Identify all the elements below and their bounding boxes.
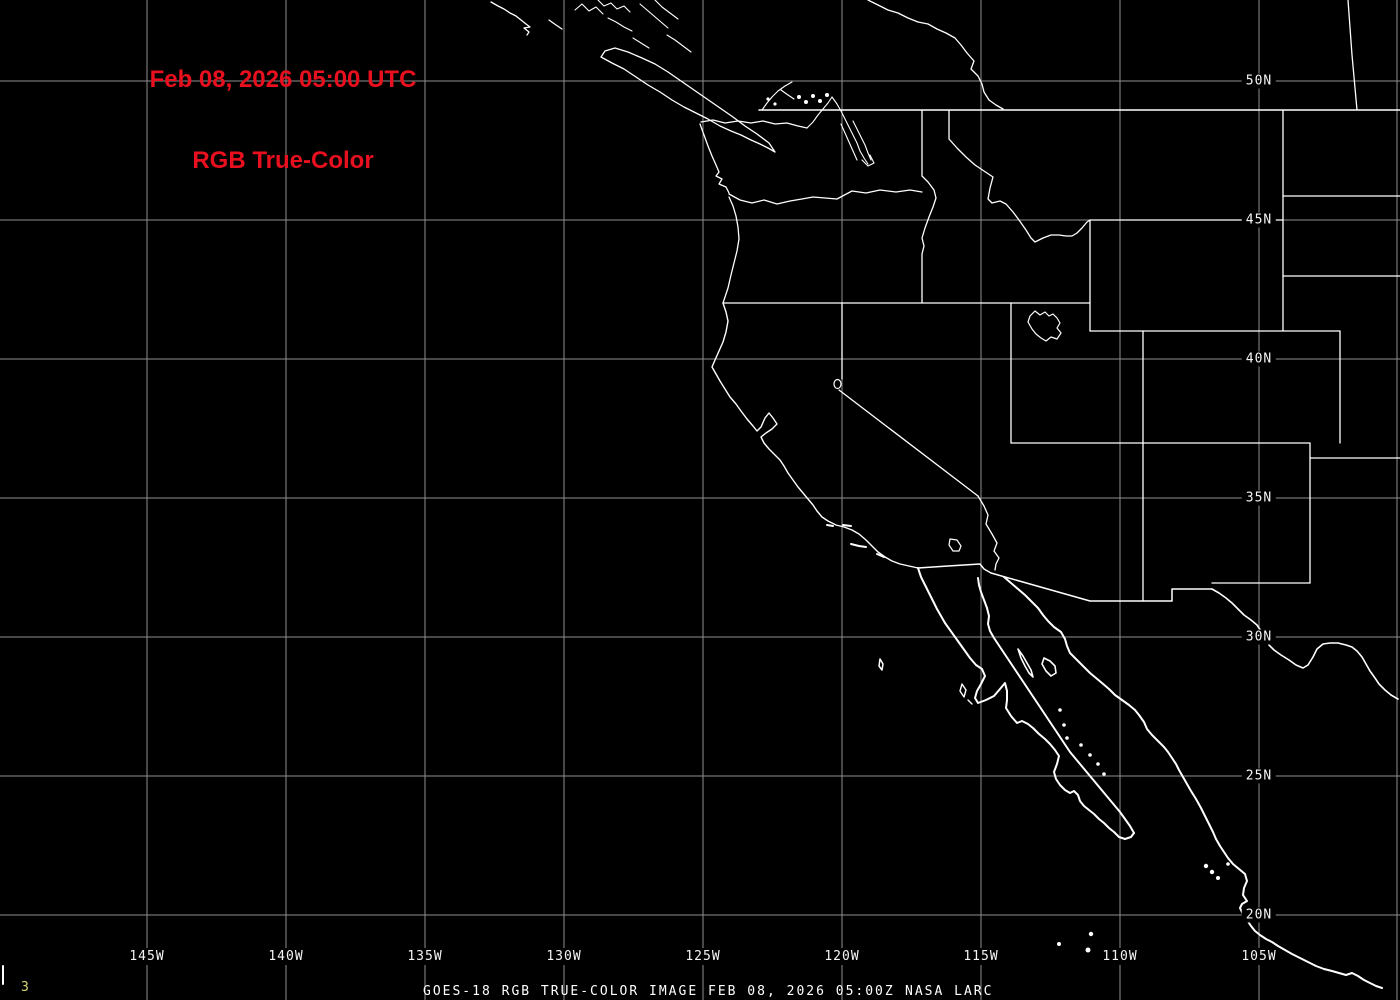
gulf-island <box>766 97 770 101</box>
bc-inlet-2 <box>597 0 631 13</box>
bc-inlet-5 <box>654 0 679 20</box>
latitude-label: 35N <box>1241 490 1277 506</box>
vancouver-shore <box>761 81 793 111</box>
pacific-island <box>1057 942 1061 946</box>
us-mexico-border <box>917 563 1213 602</box>
frame-counter: 3 <box>21 980 29 995</box>
latitude-label: 45N <box>1241 212 1277 228</box>
gulf-of-california-island <box>1058 708 1062 712</box>
bc-mainland-coast <box>867 0 1004 110</box>
gulf-island <box>773 102 777 106</box>
cedros-island <box>959 683 973 705</box>
longitude-label: 135W <box>404 948 446 965</box>
wa-id-or-id-border <box>921 109 937 304</box>
timestamp-text: Feb 08, 2026 05:00 UTC <box>149 66 417 93</box>
ok-panhandle-step-border <box>1309 442 1400 459</box>
islas-marias <box>1203 863 1209 869</box>
product-name-text: RGB True-Color <box>192 147 374 174</box>
image-annotation: Feb 08, 2026 05:00 UTC RGB True-Color <box>150 12 417 228</box>
haida-gwaii-islands <box>490 1 563 36</box>
longitude-label: 140W <box>265 948 307 965</box>
or-coast <box>722 196 740 304</box>
texada-island <box>780 89 795 100</box>
bc-inlet-7 <box>666 34 692 53</box>
sonora-sinaloa-coast <box>1003 576 1383 989</box>
isla-angel-de-la-guarda <box>1017 648 1034 678</box>
wa-or-columbia-border <box>728 189 923 205</box>
islas-marias <box>1209 869 1215 875</box>
baja-pacific-coast <box>917 567 1135 840</box>
longitude-label: 110W <box>1099 948 1141 965</box>
puget-sound <box>806 96 875 167</box>
latitude-label: 20N <box>1241 907 1277 923</box>
rio-grande <box>1211 588 1399 700</box>
baja-gulf-coast <box>977 577 1135 834</box>
bc-inlet-3 <box>607 17 633 32</box>
channel-islands <box>826 524 885 558</box>
ca-coast <box>711 302 919 569</box>
longitude-label: 130W <box>543 948 585 965</box>
latitude-label: 25N <box>1241 768 1277 784</box>
latitude-label: 50N <box>1241 73 1277 89</box>
gulf-of-california-island <box>1088 753 1092 757</box>
gulf-island <box>825 93 829 97</box>
guadalupe-island <box>878 658 884 671</box>
islas-marias <box>1216 876 1220 880</box>
salton-sea <box>948 538 962 552</box>
san-juan-island <box>797 95 801 99</box>
gulf-of-california-island <box>1096 762 1100 766</box>
bc-inlet-6 <box>632 37 650 49</box>
caption-product: GOES-18 RGB TRUE-COLOR IMAGE <box>423 984 699 999</box>
pacific-island <box>1088 931 1094 937</box>
gulf-of-california-island <box>1065 736 1069 740</box>
latitude-label: 40N <box>1241 351 1277 367</box>
longitude-label: 105W <box>1238 948 1280 965</box>
gulf-of-california-island <box>1062 723 1066 727</box>
caption-credit: NASA LARC <box>905 984 994 999</box>
pacific-island <box>1085 947 1091 953</box>
bc-inlet-1 <box>574 3 604 15</box>
great-salt-lake <box>1027 310 1062 342</box>
longitude-label: 145W <box>126 948 168 965</box>
bc-inlet-4 <box>639 3 669 29</box>
wa-coast <box>699 123 730 194</box>
juan-de-fuca-south-shore <box>700 119 808 129</box>
vancouver-island <box>600 47 776 153</box>
ca-az-colorado-river <box>977 495 1000 571</box>
san-juan-island <box>804 100 808 104</box>
isla-tiburon <box>1041 657 1057 677</box>
id-mt-border <box>948 109 1091 243</box>
gulf-island <box>818 99 822 103</box>
caption-datetime: FEB 08, 2026 05:00Z <box>708 984 895 999</box>
longitude-label: 120W <box>821 948 863 965</box>
san-juan-island <box>811 94 815 98</box>
lake-tahoe <box>833 378 842 390</box>
gulf-of-california-island <box>1102 772 1106 776</box>
gulf-of-california-island <box>1079 743 1083 747</box>
latitude-label: 30N <box>1241 629 1277 645</box>
islas-marias <box>1226 862 1230 866</box>
bc-alberta-border <box>1347 0 1358 111</box>
longitude-label: 115W <box>960 948 1002 965</box>
longitude-label: 125W <box>682 948 724 965</box>
ca-nv-border <box>838 302 979 497</box>
